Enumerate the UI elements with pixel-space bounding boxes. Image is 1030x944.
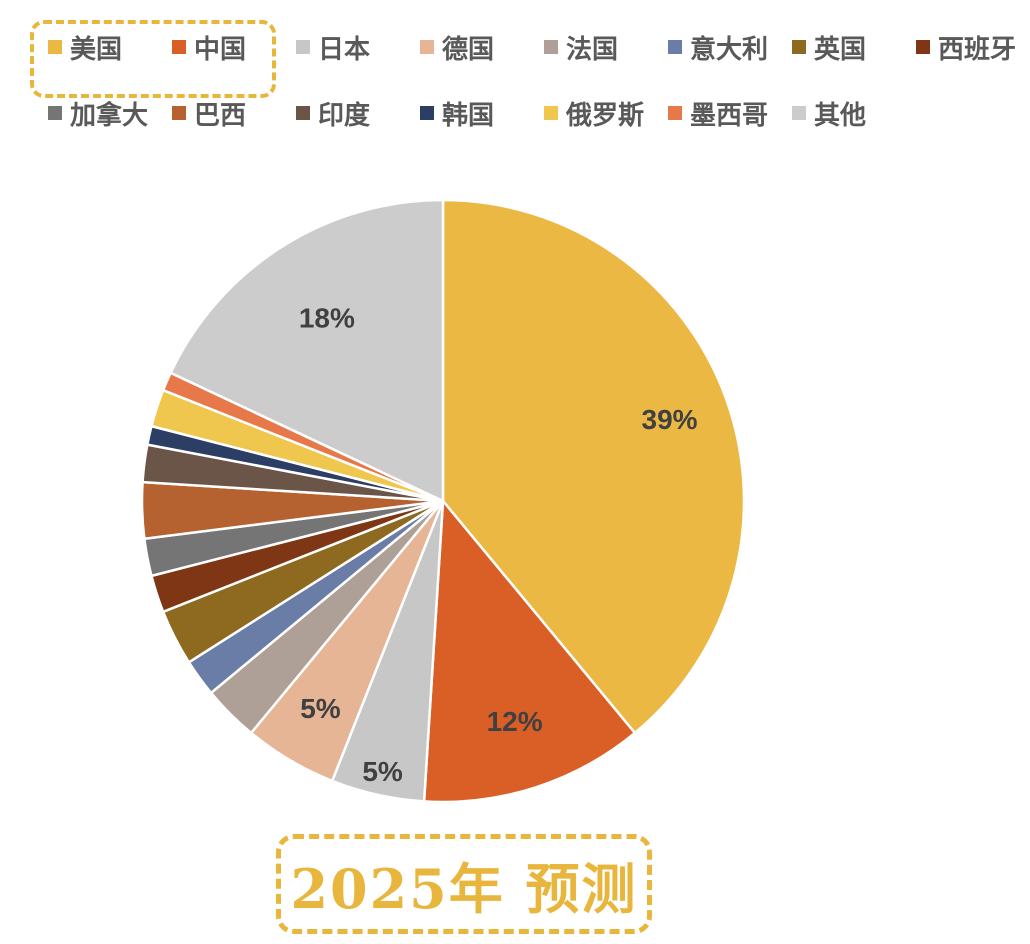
legend-swatch bbox=[420, 106, 434, 120]
legend-item: 其他 bbox=[792, 98, 866, 131]
legend-item: 加拿大 bbox=[48, 98, 148, 131]
pie-slice bbox=[169, 198, 445, 503]
forecast-caption-box: 2025年 预测 bbox=[276, 834, 652, 934]
legend-swatch bbox=[544, 106, 558, 120]
legend-item: 中国 bbox=[172, 32, 246, 65]
legend-label: 墨西哥 bbox=[690, 100, 769, 131]
legend-item: 俄罗斯 bbox=[544, 98, 644, 131]
legend-swatch bbox=[172, 106, 186, 120]
legend-label: 加拿大 bbox=[70, 100, 149, 131]
pie-data-label: 18% bbox=[299, 303, 355, 334]
legend-swatch bbox=[916, 40, 930, 54]
chart-legend: 美国 中国 日本 德国 法国 意大利 英国 西班牙加拿大 巴西 印度 韩国 俄罗斯 墨西哥 其他 bbox=[0, 0, 1030, 160]
legend-item: 英国 bbox=[792, 32, 866, 65]
pie-data-label: 5% bbox=[362, 756, 403, 787]
legend-label: 西班牙 bbox=[938, 34, 1017, 65]
pie-slice bbox=[441, 198, 746, 735]
pie-data-label: 39% bbox=[642, 404, 698, 435]
legend-swatch bbox=[544, 40, 558, 54]
legend-label: 韩国 bbox=[442, 100, 495, 131]
pie-data-label: 5% bbox=[300, 693, 341, 724]
legend-label: 日本 bbox=[318, 34, 371, 65]
legend-label: 中国 bbox=[194, 34, 247, 65]
legend-label: 巴西 bbox=[194, 100, 247, 131]
legend-swatch bbox=[420, 40, 434, 54]
legend-item: 印度 bbox=[296, 98, 370, 131]
legend-item: 巴西 bbox=[172, 98, 246, 131]
legend-label: 美国 bbox=[70, 34, 123, 65]
forecast-caption: 2025年 预测 bbox=[290, 856, 638, 921]
legend-item: 日本 bbox=[296, 32, 370, 65]
legend-swatch bbox=[172, 40, 186, 54]
legend-label: 印度 bbox=[318, 100, 371, 131]
legend-highlight-box bbox=[30, 20, 276, 98]
legend-item: 墨西哥 bbox=[668, 98, 768, 131]
legend-swatch bbox=[668, 106, 682, 120]
legend-label: 俄罗斯 bbox=[566, 100, 645, 131]
legend-item: 意大利 bbox=[668, 32, 768, 65]
legend-swatch bbox=[48, 40, 62, 54]
legend-swatch bbox=[792, 106, 806, 120]
legend-swatch bbox=[48, 106, 62, 120]
legend-label: 法国 bbox=[566, 34, 619, 65]
legend-label: 英国 bbox=[814, 34, 867, 65]
legend-item: 美国 bbox=[48, 32, 122, 65]
legend-item: 法国 bbox=[544, 32, 618, 65]
pie-data-label: 12% bbox=[487, 706, 543, 737]
legend-label: 德国 bbox=[442, 34, 495, 65]
legend-label: 意大利 bbox=[690, 34, 769, 65]
legend-swatch bbox=[668, 40, 682, 54]
legend-swatch bbox=[296, 106, 310, 120]
legend-item: 德国 bbox=[420, 32, 494, 65]
legend-swatch bbox=[792, 40, 806, 54]
legend-label: 其他 bbox=[814, 100, 867, 131]
legend-item: 西班牙 bbox=[916, 32, 1016, 65]
legend-swatch bbox=[296, 40, 310, 54]
legend-item: 韩国 bbox=[420, 98, 494, 131]
pie-slice bbox=[422, 499, 637, 804]
